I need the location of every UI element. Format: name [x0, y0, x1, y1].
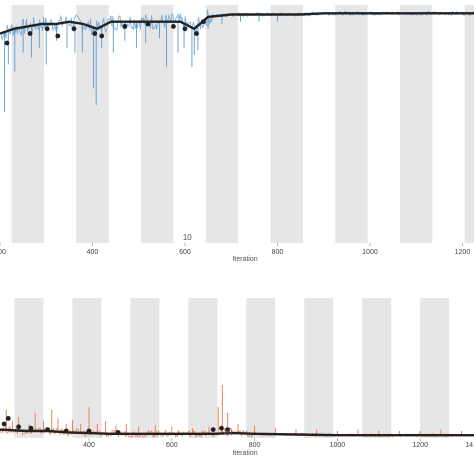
bottom-chart-x-ticks: 400 600 800 1000 1200 14	[83, 438, 473, 449]
bottom-chart-raw-series	[0, 384, 474, 439]
bottom-chart-x-tick-label-edge-0: 14	[465, 442, 473, 449]
top-chart-x-tick-label-5: 1200	[455, 249, 471, 256]
bottom-chart-band-2	[130, 298, 160, 438]
top-chart-smoothed-line	[0, 12, 474, 35]
bottom-chart-band-7	[420, 298, 450, 438]
top-chart-x-tick-label-2: 600	[179, 249, 191, 256]
top-chart-band-0	[11, 5, 44, 243]
bottom-chart-band-4	[246, 298, 276, 438]
top-chart-band-3	[205, 5, 239, 243]
top-chart-x-tick-label-3: 800	[272, 249, 284, 256]
top-chart-x-axis-label: Iteration	[232, 256, 257, 263]
top-chart-marker-3	[55, 33, 61, 39]
bottom-chart-band-6	[362, 298, 392, 438]
top-chart-marker-1	[27, 31, 33, 36]
top-chart-band-7	[464, 5, 474, 243]
bottom-chart-band-3	[188, 298, 218, 438]
top-chart-marker-4	[71, 26, 77, 32]
bottom-chart-marker-1	[5, 416, 11, 421]
top-chart-band-2	[141, 5, 174, 243]
top-chart-marker-5	[92, 31, 98, 36]
top-chart-band-6	[400, 5, 433, 243]
bottom-chart-marker-10	[225, 427, 231, 432]
top-chart-marker-0	[4, 40, 10, 46]
bottom-chart-x-tick-label-3: 1000	[330, 442, 346, 449]
top-chart-x-tick-label-0: 200	[0, 249, 6, 256]
top-chart-marker-9	[171, 24, 176, 29]
bottom-chart-marker-6	[86, 428, 92, 434]
top-chart-marker-12	[201, 19, 206, 25]
top-chart-marker-7	[122, 24, 128, 29]
bottom-chart-marker-9	[219, 425, 224, 431]
top-chart-panel: 200 400 600 800 1000 1200 Iteration 10	[0, 5, 474, 263]
top-chart-marker-8	[145, 21, 151, 27]
top-chart-x-tick-label-4: 1000	[362, 249, 378, 256]
top-chart-annotation: 10	[183, 233, 192, 242]
bottom-chart-annotation: 10	[223, 427, 232, 436]
bottom-chart-bands	[14, 298, 450, 438]
top-chart-band-5	[335, 5, 368, 243]
bottom-chart-x-tick-label-1: 600	[166, 442, 178, 449]
bottom-chart-marker-4	[45, 427, 51, 432]
bottom-chart-marker-8	[210, 427, 216, 432]
top-chart-smoothed-series	[0, 12, 474, 35]
bottom-chart-band-5	[304, 298, 334, 438]
bottom-chart-markers	[1, 416, 231, 435]
bottom-chart-marker-2	[16, 424, 22, 430]
bottom-chart-band-1	[72, 298, 102, 438]
bottom-chart-x-tick-label-4: 1200	[412, 442, 428, 449]
top-chart-marker-2	[44, 26, 50, 32]
bottom-chart-x-tick-label-0: 400	[83, 442, 95, 449]
top-chart-markers	[4, 19, 206, 46]
bottom-chart-marker-3	[28, 425, 34, 431]
bottom-chart-band-0	[14, 298, 44, 438]
bottom-chart-marker-5	[63, 428, 69, 434]
top-chart-marker-11	[194, 31, 199, 36]
top-chart-band-4	[270, 5, 303, 243]
top-chart-x-tick-label-1: 400	[87, 249, 99, 256]
top-chart-band-1	[76, 5, 109, 243]
bottom-chart-x-tick-label-2: 800	[249, 442, 261, 449]
bottom-chart-marker-0	[1, 421, 7, 427]
top-chart-marker-6	[99, 33, 105, 39]
top-chart-bands	[11, 5, 474, 243]
bottom-chart-marker-7	[115, 430, 121, 435]
bottom-chart-panel: 400 600 800 1000 1200 14 Iteration 10	[0, 298, 474, 457]
top-chart-x-ticks: 200 400 600 800 1000 1200	[0, 243, 470, 256]
top-chart-marker-10	[182, 26, 188, 32]
bottom-chart-x-axis-label: Iteration	[232, 450, 257, 457]
